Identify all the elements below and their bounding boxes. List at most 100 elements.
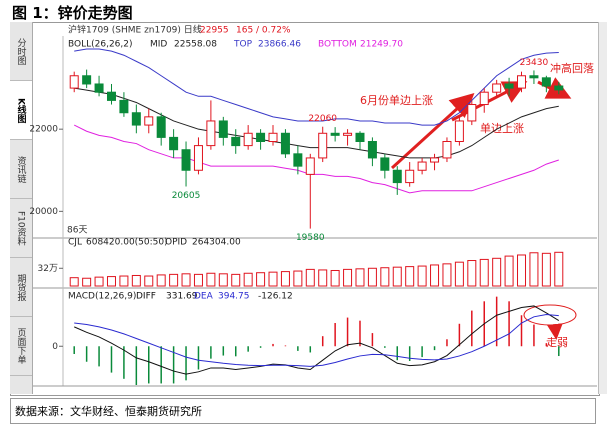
volume-bar — [367, 267, 377, 287]
candle-body — [392, 169, 402, 184]
legend-value: 21249.70 — [360, 40, 403, 50]
y-tick-label: 0 — [52, 342, 58, 352]
sidebar-tab[interactable]: 页面下单 — [10, 317, 32, 376]
indicator-name: MACD(12,26,9) — [68, 292, 136, 302]
volume-bar — [343, 268, 353, 287]
candle-body — [69, 75, 79, 89]
volume-bar — [305, 268, 315, 287]
candle-body — [467, 104, 477, 122]
last-price: 22955 — [200, 26, 229, 36]
annotation: 单边上涨 — [480, 122, 524, 135]
instrument: 沪锌1709 (SHME zn1709) 日线 — [68, 24, 202, 36]
candle-body — [156, 116, 166, 138]
point-label: 19580 — [296, 233, 325, 243]
volume-bar — [492, 257, 502, 287]
volume-bar — [479, 258, 489, 287]
candle-body — [504, 83, 514, 89]
sidebar: 分时图 K线图 资讯链 F10资料 期货报 页面下单 — [10, 22, 33, 394]
legend-value: 264304.00 — [192, 238, 241, 248]
volume-bar — [541, 252, 551, 287]
candle-body — [256, 132, 266, 142]
candle-body — [380, 157, 390, 171]
volume-bar — [218, 273, 228, 287]
candle-body — [355, 132, 365, 142]
legend-value: -126.12 — [258, 292, 293, 302]
annotation: 86天 — [67, 226, 87, 236]
volume-bar — [504, 255, 514, 287]
volume-bar — [119, 275, 129, 287]
volume-bar — [554, 251, 564, 287]
legend-label: MID — [150, 40, 167, 50]
candle-body — [454, 120, 464, 142]
macd-line — [74, 313, 559, 367]
candle-body — [529, 75, 539, 79]
candle-body — [479, 91, 489, 106]
candle-body — [106, 91, 116, 101]
volume-bar — [181, 273, 191, 287]
arrow — [390, 92, 475, 170]
boll-line — [74, 87, 559, 159]
point-label: 20605 — [172, 191, 201, 201]
volume-bar — [293, 270, 303, 287]
volume-bar — [318, 269, 328, 287]
candle-body — [293, 153, 303, 167]
legend-value: 331.69 — [166, 292, 198, 302]
candle-body — [218, 120, 228, 138]
candle-body — [405, 169, 415, 184]
boll-line — [73, 124, 559, 194]
legend-value: 608420.00(50:50) — [86, 238, 168, 248]
volume-bar — [169, 273, 179, 287]
source-note: 数据来源：文华财经、恒泰期货研究所 — [10, 398, 596, 424]
candle-body — [442, 141, 452, 159]
volume-bar — [243, 272, 253, 287]
candle-body — [280, 132, 290, 155]
candle-body — [94, 83, 104, 93]
sidebar-tab[interactable]: 分时图 — [10, 22, 32, 81]
volume-bar — [256, 272, 266, 287]
volume-bar — [156, 274, 166, 287]
legend-value: 23866.46 — [258, 40, 301, 50]
candle-body — [119, 99, 129, 114]
volume-bar — [280, 271, 290, 287]
candle-body — [417, 161, 427, 171]
y-tick-label: 32万 — [38, 264, 58, 274]
sidebar-tab[interactable]: F10资料 — [10, 199, 32, 258]
candle-body — [517, 75, 527, 89]
volume-bar — [442, 263, 452, 287]
volume-bar — [417, 265, 427, 287]
volume-bar — [94, 276, 104, 287]
volume-bar — [106, 276, 116, 287]
arrow — [546, 323, 563, 340]
candle-body — [541, 77, 551, 87]
scrollbar — [598, 22, 607, 394]
point-label: 22060 — [308, 114, 337, 124]
point-label: 23430 — [520, 58, 549, 68]
sidebar-tab[interactable]: 期货报 — [10, 258, 32, 317]
candle-body — [193, 145, 203, 171]
volume-bar — [405, 266, 415, 287]
annotation: 冲高回落 — [550, 61, 594, 75]
candle-body — [169, 136, 179, 151]
candle-body — [144, 116, 154, 126]
indicator-name: OPID — [165, 238, 187, 248]
volume-bar — [454, 261, 464, 287]
sidebar-tab[interactable]: K线图 — [10, 81, 32, 140]
candle-body — [82, 75, 92, 85]
candle-body — [268, 132, 278, 142]
legend-label: DEA — [194, 292, 214, 302]
volume-bar — [193, 273, 203, 287]
candle-body — [554, 85, 564, 91]
legend-value: 394.75 — [218, 292, 250, 302]
candle-body — [492, 83, 502, 93]
legend-label: BOTTOM — [318, 40, 357, 50]
candle-body — [231, 136, 241, 147]
y-tick-label: 22000 — [29, 125, 58, 135]
candle-body — [367, 141, 377, 159]
sidebar-tab[interactable]: 资讯链 — [10, 140, 32, 199]
annotation: 6月份单边上涨 — [360, 94, 433, 107]
volume-bar — [268, 271, 278, 287]
volume-bar — [330, 269, 340, 287]
y-tick-label: 20000 — [29, 207, 58, 217]
